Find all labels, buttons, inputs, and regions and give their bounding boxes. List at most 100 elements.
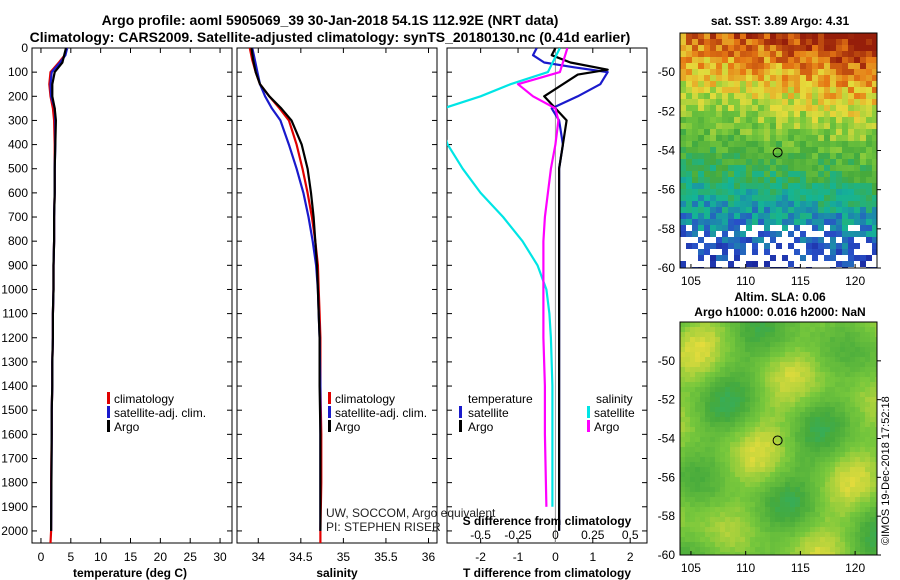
map-cell [815,362,821,368]
map-cell [720,467,726,473]
map-cell [780,442,786,448]
map-cell [848,75,855,82]
map-cell [865,327,871,333]
map-cell [705,487,711,493]
map-cell [785,492,791,498]
map-cell [806,111,813,118]
map-cell [745,362,751,368]
map-cell [800,552,806,555]
map-cell [705,537,711,543]
map-cell [730,372,736,378]
map-cell [770,497,776,503]
map-cell [815,492,821,498]
map-cell [740,171,747,178]
map-cell [705,507,711,513]
map-cell [840,387,846,393]
map-cell [865,402,871,408]
map-cell [795,437,801,443]
map-cell [716,201,723,208]
map-cell [680,219,687,226]
map-cell [705,387,711,393]
map-cell [685,447,691,453]
map-cell [722,195,729,202]
map-cell [680,412,686,418]
legend-swatch-satellite-adj-sal [328,406,331,418]
map-cell [752,225,759,232]
map-cell [865,502,871,508]
map-cell [728,171,735,178]
map-cell [775,482,781,488]
map-cell [782,171,789,178]
map-cell [866,111,873,118]
map-cell [740,427,746,433]
map-cell [825,532,831,538]
map-cell [722,69,729,76]
map-cell [785,552,791,555]
map-cell [722,171,729,178]
map-cell [790,342,796,348]
map-cell [710,377,716,383]
map-cell [735,392,741,398]
map-cell [680,457,686,463]
map-cell [770,183,777,190]
map-cell [710,387,716,393]
map-cell [782,57,789,64]
map-cell [840,472,846,478]
map-cell [850,457,856,463]
map-cell [785,472,791,478]
map-cell [715,327,721,333]
map-cell [800,39,807,46]
map-cell [758,123,765,130]
map-cell [842,147,849,154]
map-cell [824,171,831,178]
map-cell [764,45,771,52]
map-cell [806,255,813,262]
map-cell [750,472,756,478]
map-x-tick-label: 105 [681,274,701,288]
map-cell [825,402,831,408]
map-cell [704,105,711,112]
map-cell [758,183,765,190]
map-cell [680,492,686,498]
map-cell [800,412,806,418]
map-cell [830,437,836,443]
map-cell [848,189,855,196]
map-cell [845,467,851,473]
map-cell [825,362,831,368]
map-cell [795,427,801,433]
map-cell [685,342,691,348]
map-cell [710,93,717,100]
map-cell [788,105,795,112]
map-cell [686,45,693,52]
map-cell [794,183,801,190]
map-cell [710,117,717,124]
map-cell [860,472,866,478]
map-cell [860,159,867,166]
map-cell [780,357,786,363]
map-cell [805,487,811,493]
map-cell [875,522,877,528]
map-cell [690,367,696,373]
map-cell [875,412,877,418]
map-cell [705,492,711,498]
map-cell [866,171,873,178]
map-cell [830,512,836,518]
map-cell [704,159,711,166]
map-cell [794,189,801,196]
map-cell [715,547,721,553]
map-cell [765,467,771,473]
map-cell [750,442,756,448]
map-cell [794,45,801,52]
map-cell [692,195,699,202]
map-cell [692,201,699,208]
map-cell [830,261,837,268]
map-cell [845,367,851,373]
map-cell [686,195,693,202]
map-cell [850,392,856,398]
map-cell [710,547,716,553]
map-cell [765,527,771,533]
map-cell [866,123,873,130]
map-cell [690,402,696,408]
map-cell [872,255,877,262]
map-cell [765,397,771,403]
